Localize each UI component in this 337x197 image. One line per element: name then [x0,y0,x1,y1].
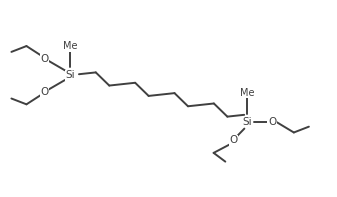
Text: Me: Me [63,41,77,51]
Text: O: O [41,87,49,97]
Text: O: O [41,54,49,64]
Text: O: O [268,117,276,127]
Text: Si: Si [242,117,252,127]
Text: Si: Si [65,70,75,80]
Text: Me: Me [240,88,254,98]
Text: O: O [229,135,238,145]
